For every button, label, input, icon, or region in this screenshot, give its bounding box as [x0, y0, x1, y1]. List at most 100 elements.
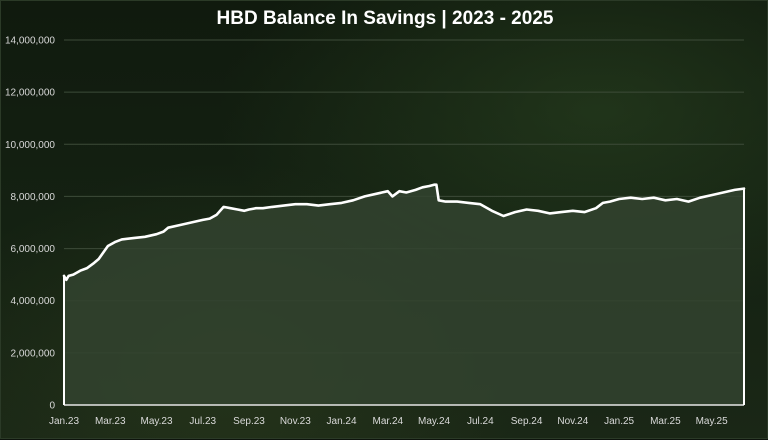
data-point [479, 203, 482, 205]
data-point [421, 186, 424, 189]
data-point [306, 203, 308, 205]
data-point [398, 190, 401, 192]
data-point [468, 202, 470, 204]
data-point [444, 200, 447, 203]
data-point [456, 200, 459, 203]
data-point [229, 207, 232, 209]
data-point [248, 208, 250, 211]
data-point [271, 206, 274, 208]
data-point [282, 204, 285, 207]
data-point [391, 195, 394, 198]
data-point [525, 208, 528, 211]
data-point [317, 204, 320, 207]
data-point [514, 211, 516, 213]
y-axis: 0 2,000,000 4,000,000 6,000,000 8,000,000 10,… [5, 36, 56, 412]
x-axis: Jan.23 Mar.23 May.23 Jul.23 Sep.23 Nov.23 Jan.… [49, 416, 728, 427]
data-point [491, 210, 493, 212]
data-point [743, 187, 745, 190]
data-point [215, 213, 218, 216]
chart-title: HBD Balance In Savings | 2023 - 2025 [217, 8, 554, 29]
x-tick-label: Nov.23 [280, 416, 311, 427]
data-point [262, 207, 264, 209]
x-tick-label: Jan.24 [327, 416, 357, 427]
x-tick-label: May.23 [140, 416, 172, 427]
x-tick-label: Nov.24 [557, 416, 588, 427]
data-point [733, 189, 736, 191]
data-point [502, 215, 505, 217]
data-point [107, 245, 109, 247]
series-layer [62, 183, 746, 406]
y-tick-label: 14,000,000 [5, 36, 55, 47]
x-tick-label: May.25 [696, 416, 728, 427]
x-tick-label: Jan.23 [49, 416, 79, 427]
x-tick-label: Sep.24 [511, 416, 543, 427]
data-point [190, 221, 192, 224]
data-point [222, 206, 225, 208]
data-point [428, 185, 431, 187]
data-point [609, 200, 611, 203]
data-point [340, 202, 343, 204]
series-area [64, 184, 744, 405]
x-tick-label: Jul.24 [467, 416, 494, 427]
data-point [208, 217, 211, 220]
data-point [67, 275, 70, 277]
data-point [414, 189, 417, 191]
data-point [97, 258, 100, 260]
data-point [352, 199, 354, 202]
data-point [641, 198, 643, 200]
y-tick-label: 6,000,000 [11, 244, 56, 255]
y-tick-label: 8,000,000 [11, 192, 56, 203]
data-point [121, 238, 123, 241]
data-point [699, 196, 701, 199]
x-tick-label: Jul.23 [189, 416, 216, 427]
x-tick-label: Mar.24 [373, 416, 404, 427]
data-point [560, 211, 563, 213]
x-tick-label: May.24 [418, 416, 450, 427]
y-tick-label: 2,000,000 [11, 348, 56, 359]
data-point [405, 191, 408, 194]
data-point [722, 191, 724, 194]
x-tick-label: Jan.25 [604, 416, 634, 427]
data-point [629, 196, 632, 199]
data-point [236, 208, 239, 211]
x-tick-label: Mar.25 [650, 416, 681, 427]
data-point [548, 212, 551, 215]
data-point [63, 275, 65, 277]
y-tick-label: 4,000,000 [11, 296, 56, 307]
data-point [202, 219, 204, 221]
x-tick-label: Mar.23 [95, 416, 126, 427]
data-point [178, 224, 181, 226]
data-point [618, 198, 620, 200]
data-point [687, 200, 690, 203]
data-point [387, 190, 389, 192]
data-point [144, 236, 146, 238]
data-point [595, 207, 597, 209]
y-tick-label: 10,000,000 [5, 140, 55, 151]
data-point [710, 194, 713, 196]
data-point [93, 262, 95, 264]
data-point [653, 196, 655, 199]
data-point [132, 237, 135, 239]
data-point [537, 210, 539, 212]
data-point [602, 202, 604, 204]
data-point [86, 267, 88, 269]
data-point [437, 199, 440, 202]
data-point [375, 193, 378, 195]
data-point [664, 199, 667, 202]
data-point [102, 251, 105, 254]
data-point [294, 203, 297, 205]
data-point [363, 195, 366, 198]
data-point [167, 226, 169, 229]
data-point [65, 279, 68, 281]
data-point [243, 210, 246, 212]
data-point [572, 210, 574, 212]
data-point [162, 230, 165, 233]
y-tick-label: 0 [49, 401, 55, 412]
data-point [433, 183, 435, 186]
y-tick-label: 12,000,000 [5, 88, 55, 99]
data-point [435, 183, 438, 186]
data-point [255, 207, 257, 209]
data-point [583, 211, 586, 213]
